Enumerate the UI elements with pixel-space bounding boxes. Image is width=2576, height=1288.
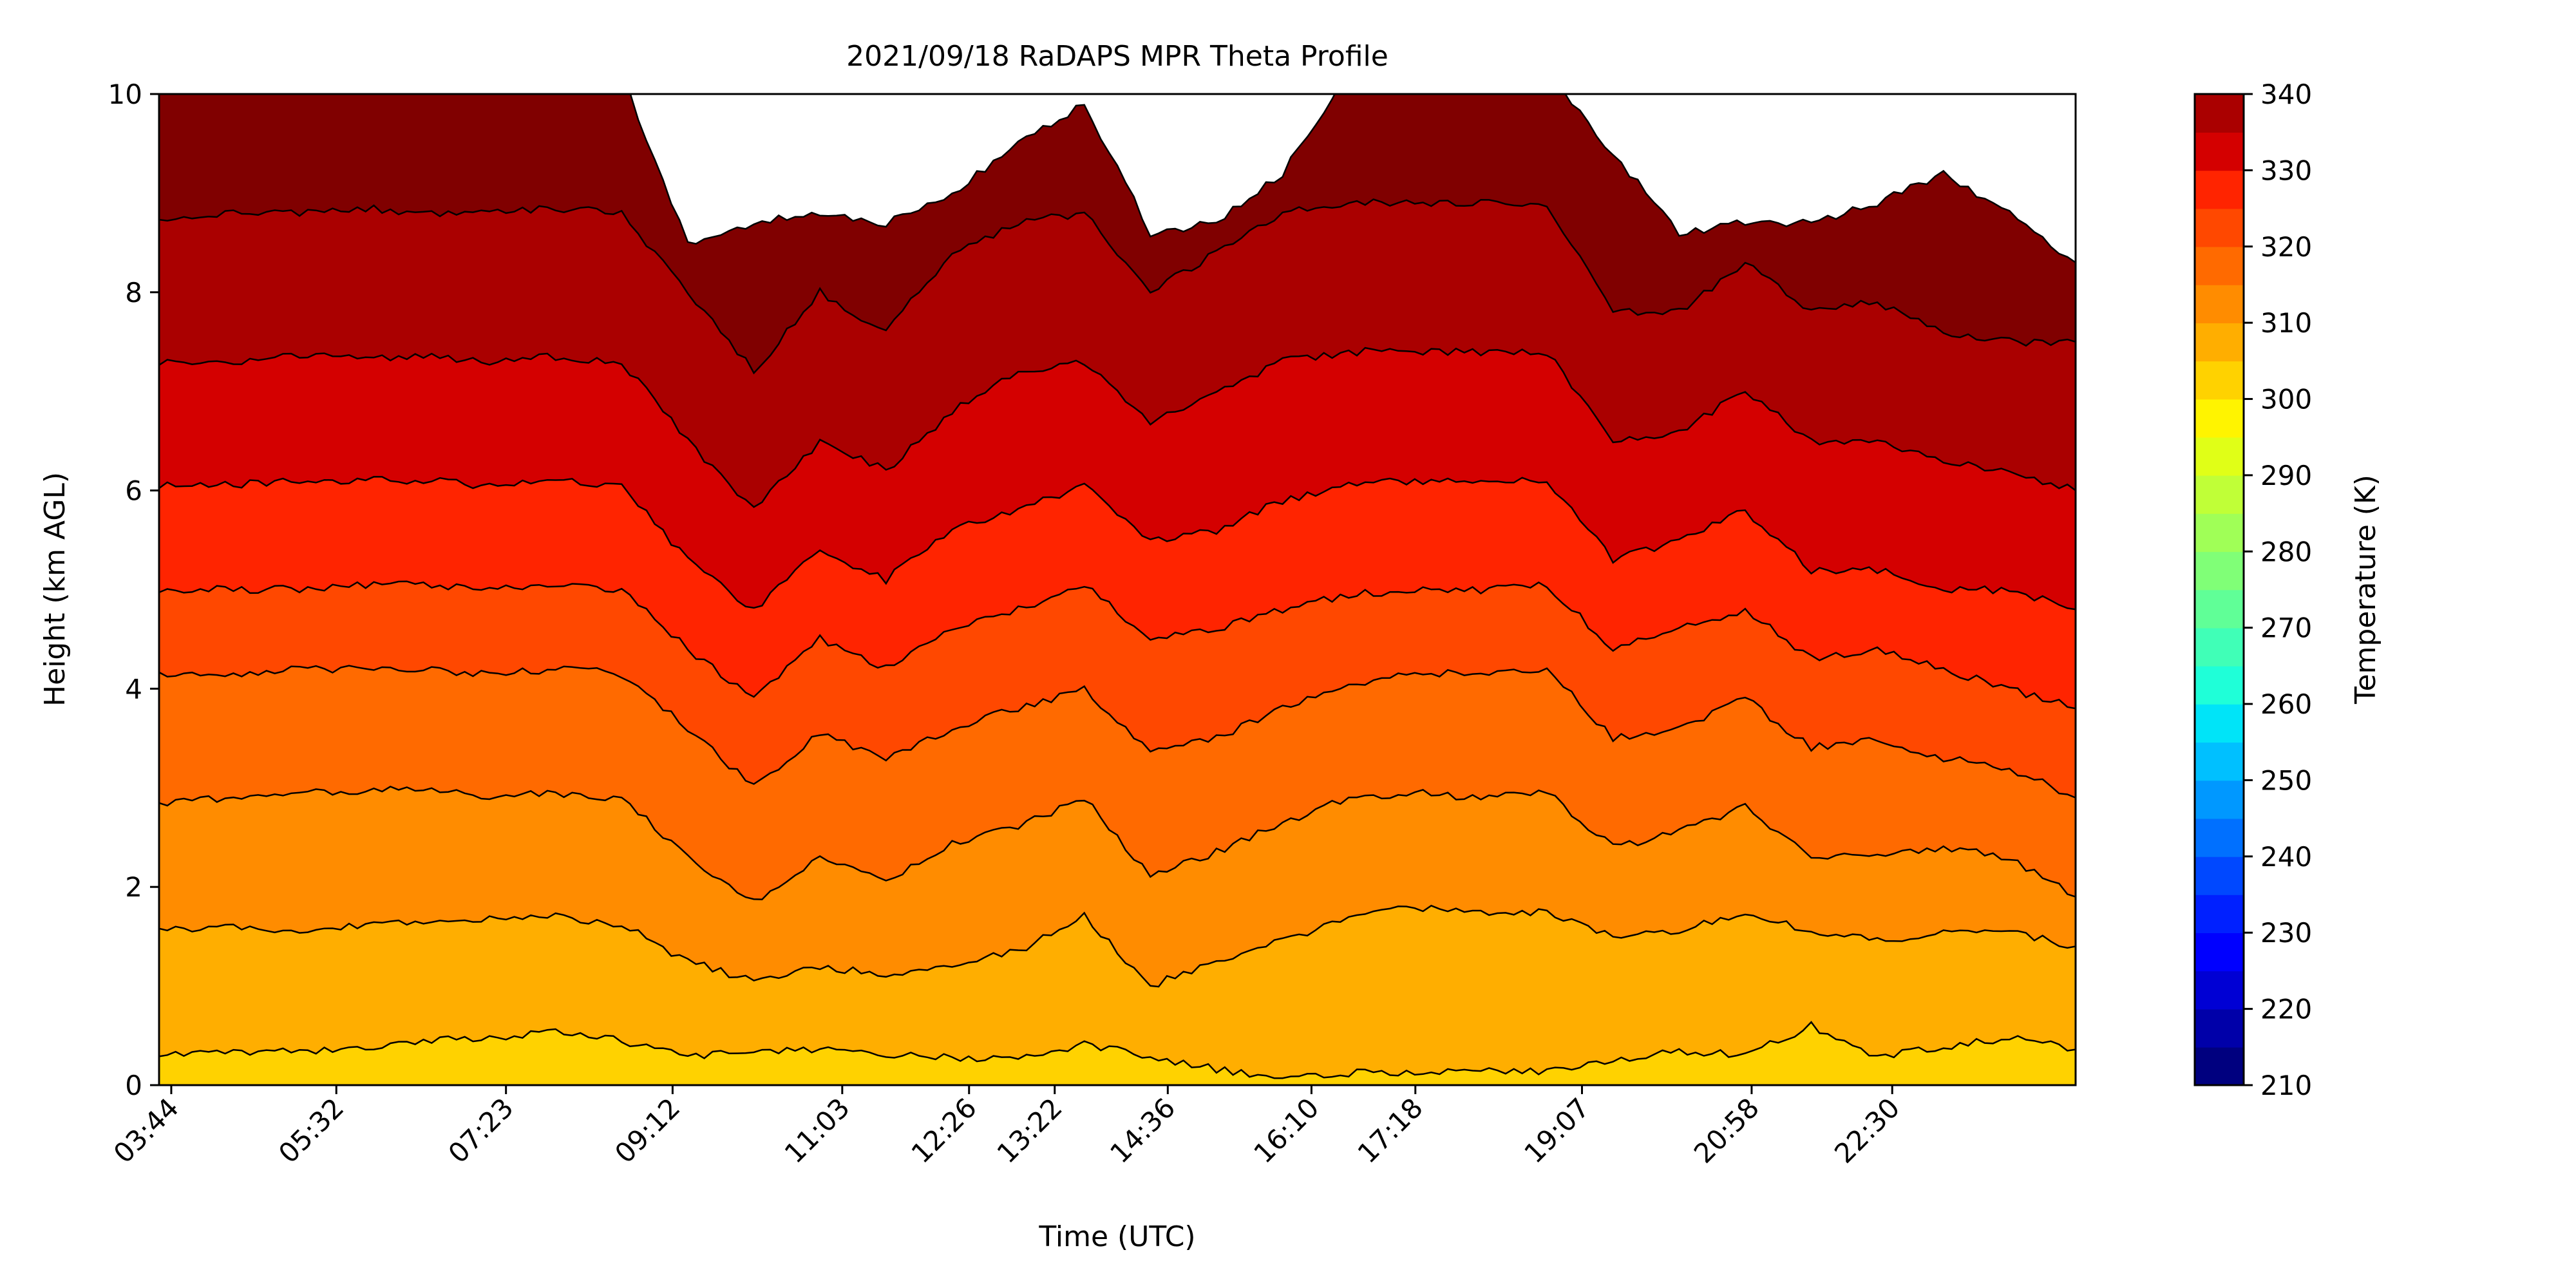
chart-title: 2021/09/18 RaDAPS MPR Theta Profile [846,40,1388,73]
colorbar-segment [2195,1009,2244,1048]
colorbar-segment [2195,971,2244,1010]
x-axis-label: Time (UTC) [1038,1220,1195,1253]
colorbar-segment [2195,170,2244,209]
colorbar-tick-label: 240 [2260,841,2312,873]
colorbar-frame [2193,93,2245,1086]
colorbar-tick-label: 280 [2260,536,2312,567]
contour-line-315 [159,665,2076,799]
y-tick-label: 6 [125,475,142,507]
colorbar-segment [2195,399,2244,438]
colorbar-segment [2195,285,2244,323]
plot-frame [158,93,2077,1086]
contour-line-300 [159,1021,2076,1079]
contour-line-330 [159,346,2076,508]
colorbar-label: Temperature (K) [2349,475,2382,705]
colorbar-tick-label: 300 [2260,384,2312,415]
y-axis-label: Height (km AGL) [39,472,71,706]
contour-lines [159,94,2076,1079]
colorbar-segment [2195,818,2244,857]
colorbar-segment [2195,856,2244,895]
colorbar-tick-label: 340 [2260,79,2312,110]
y-tick-label: 10 [108,79,142,110]
contour-band-305 [159,905,2076,1085]
contour-line-310 [159,786,2076,900]
colorbar-tick-label: 330 [2260,155,2312,186]
colorbar-tick-label: 310 [2260,307,2312,339]
colorbar-tick-label: 230 [2260,917,2312,949]
y-tick-label: 0 [125,1070,142,1101]
contour-line-305 [159,904,2076,988]
colorbar-segment [2195,742,2244,781]
colorbar-segment [2195,704,2244,743]
colorbar-segment [2195,665,2244,705]
colorbar-segment [2195,551,2244,591]
colorbar-segment [2195,1046,2244,1086]
y-tick-label: 4 [125,673,142,705]
y-tick-label: 2 [125,871,142,903]
colorbar-segment [2195,323,2244,362]
colorbar-segment [2195,361,2244,400]
y-axis: 0 2 4 6 8 10 [108,79,159,1101]
colorbar-tick-label: 250 [2260,764,2312,796]
colorbar-segment [2195,589,2244,629]
colorbar-segment [2195,627,2244,667]
colorbar-segment [2195,780,2244,819]
colorbar-segment [2195,94,2244,133]
contour-line-335 [159,198,2076,375]
colorbar-segment [2195,208,2244,247]
y-tick-label: 8 [125,277,142,308]
plot-area [159,94,2076,1085]
colorbar-segment [2195,895,2244,933]
contour-line-325 [159,476,2076,611]
colorbar-segment [2195,437,2244,476]
colorbar-tick-label: 210 [2260,1070,2312,1101]
colorbar-tick-label: 220 [2260,994,2312,1025]
colorbar-segment [2195,513,2244,553]
surface-band [159,1022,2076,1085]
colorbar-segment [2195,475,2244,514]
contour-line-320 [159,580,2076,710]
colorbar-tick-label: 320 [2260,231,2312,263]
colorbar-segment [2195,132,2244,171]
colorbar-tick-label: 290 [2260,460,2312,491]
colorbar-tick-label: 270 [2260,612,2312,644]
colorbar: 210 220 230 240 250 260 270 280 290 300 310 320 330 3… [2195,79,2312,1101]
contour-line-340 [629,94,2076,263]
colorbar-tick-label: 260 [2260,688,2312,720]
colorbar-segment [2195,933,2244,972]
colorbar-segment [2195,246,2244,285]
